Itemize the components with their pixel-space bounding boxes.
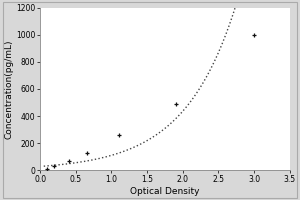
X-axis label: Optical Density: Optical Density xyxy=(130,187,200,196)
Y-axis label: Concentration(pg/mL): Concentration(pg/mL) xyxy=(4,39,13,139)
